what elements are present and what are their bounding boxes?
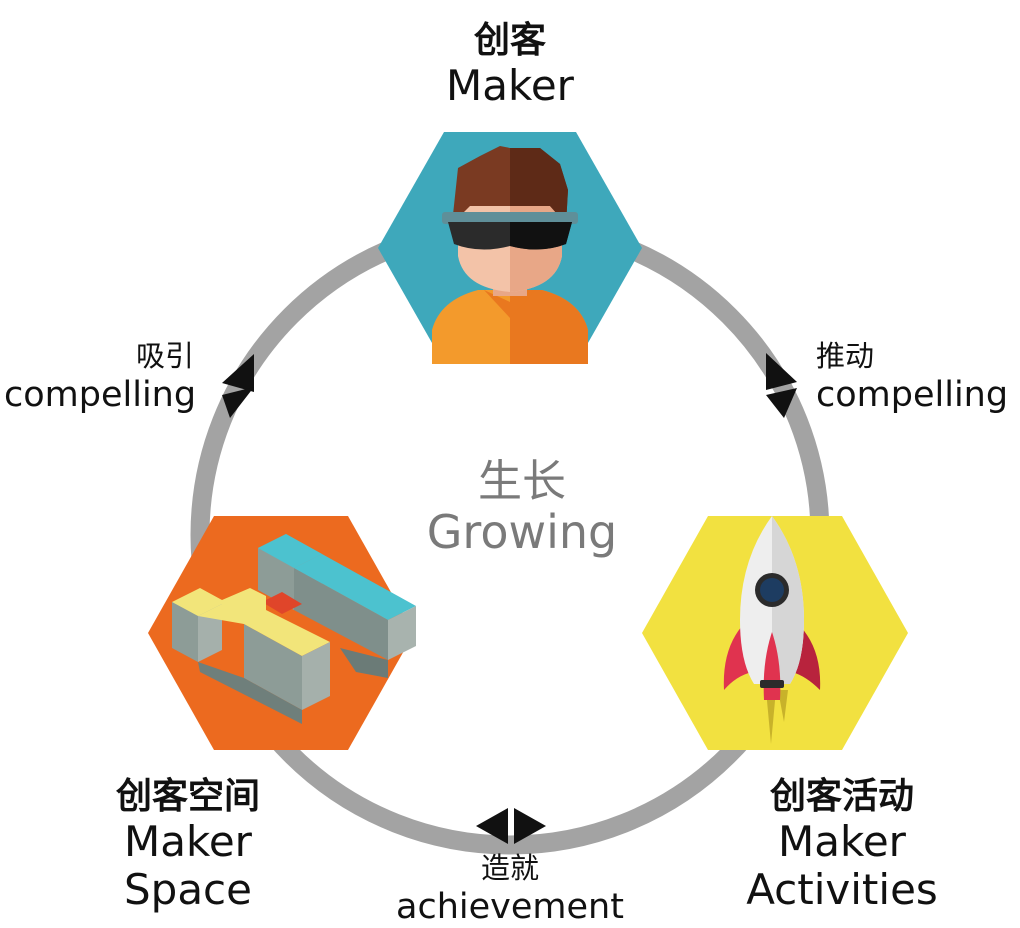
arrow-bottom: [476, 808, 546, 844]
maker-activities-label-cn: 创客活动: [770, 776, 914, 817]
maker-space-blocks-icon: [172, 534, 416, 724]
maker-space-label-en-line2: Space: [124, 865, 252, 914]
edge-right-label-cn: 推动: [816, 339, 874, 373]
maker-node: [378, 132, 642, 364]
edge-left-label-en: compelling: [4, 375, 196, 415]
center-label-en: Growing: [427, 505, 617, 559]
edge-right-label-en: compelling: [816, 375, 1008, 415]
maker-person-icon: [432, 146, 588, 364]
maker-space-label-cn: 创客空间: [116, 776, 260, 817]
arrow-right: [766, 353, 797, 418]
maker-activities-label-en-line2: Activities: [746, 865, 938, 914]
center-label-cn: 生长: [478, 456, 566, 507]
rocket-icon: [723, 516, 821, 744]
maker-label-cn: 创客: [474, 20, 546, 61]
arrow-left: [222, 354, 254, 418]
maker-label-en: Maker: [446, 61, 575, 110]
maker-activities-node: [642, 516, 908, 750]
maker-space-node: [148, 516, 416, 750]
maker-space-label-en-line1: Maker: [124, 817, 253, 866]
maker-activities-label-en-line1: Maker: [778, 817, 907, 866]
edge-bottom-label-cn: 造就: [481, 851, 539, 885]
edge-bottom-label-en: achievement: [396, 887, 624, 927]
edge-left-label-cn: 吸引: [136, 339, 194, 373]
